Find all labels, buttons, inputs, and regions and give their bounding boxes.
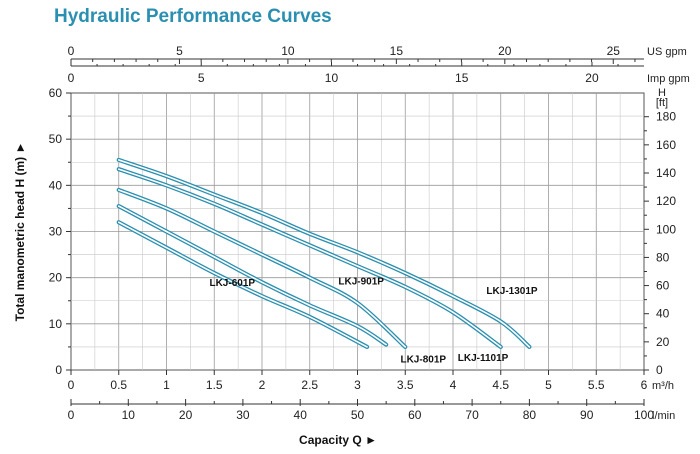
y-tick-label: 30	[49, 225, 63, 239]
x-tick-label: 0	[68, 378, 75, 392]
curve-inner-lkj-801p	[117, 205, 387, 346]
ft-tick-label: 40	[656, 307, 670, 321]
ft-tick-label: 100	[656, 222, 676, 236]
lmin-tick-label: 0	[68, 408, 75, 422]
ft-tick-label: 0	[656, 363, 663, 377]
ft-tick-label: 180	[656, 110, 676, 124]
x-tick-label: 5.5	[588, 378, 605, 392]
y-tick-label: 60	[49, 86, 63, 100]
x-tick-label: 2	[259, 378, 266, 392]
lmin-tick-label: 70	[465, 408, 479, 422]
chart-title: Hydraulic Performance Curves	[54, 6, 332, 27]
lmin-tick-label: 90	[580, 408, 594, 422]
impgpm-tick-label: 0	[68, 71, 75, 85]
lmin-unit-label: l/min	[652, 410, 675, 422]
ft-tick-label: 140	[656, 166, 676, 180]
x-tick-label: 3.5	[397, 378, 414, 392]
impgpm-unit-label: Imp gpm	[647, 73, 690, 85]
x-tick-label: 5	[545, 378, 552, 392]
lmin-tick-label: 20	[179, 408, 193, 422]
lmin-tick-label: 30	[236, 408, 250, 422]
ft-unit-ft: [ft]	[656, 97, 668, 109]
y-tick-label: 20	[49, 271, 63, 285]
impgpm-tick-label: 5	[198, 71, 205, 85]
usgpm-tick-label: 25	[607, 44, 621, 58]
lmin-tick-label: 50	[351, 408, 365, 422]
ft-tick-label: 160	[656, 138, 676, 152]
usgpm-tick-label: 5	[176, 44, 183, 58]
x-tick-label: 3	[354, 378, 361, 392]
lmin-tick-label: 60	[408, 408, 422, 422]
y-axis-title: Total manometric head H (m) ►	[13, 142, 27, 322]
x-tick-label: 6	[641, 378, 648, 392]
x-tick-label: 1.5	[206, 378, 223, 392]
y-tick-label: 10	[49, 317, 63, 331]
x-tick-label: 0.5	[110, 378, 127, 392]
usgpm-unit-label: US gpm	[647, 46, 687, 58]
curve-inner-lkj-1101p	[117, 168, 502, 348]
y-tick-label: 0	[55, 363, 62, 377]
lmin-tick-label: 40	[294, 408, 308, 422]
y-tick-label: 50	[49, 132, 63, 146]
impgpm-tick-label: 15	[455, 71, 469, 85]
x-tick-label: 2.5	[301, 378, 318, 392]
lmin-tick-label: 80	[523, 408, 537, 422]
impgpm-tick-label: 10	[325, 71, 339, 85]
series-label-lkj-801p: LKJ-801P	[400, 355, 446, 366]
x-tick-label: 4	[450, 378, 457, 392]
usgpm-tick-label: 0	[68, 44, 75, 58]
ft-tick-label: 60	[656, 279, 670, 293]
x-tick-label: 4.5	[492, 378, 509, 392]
series-label-lkj-1301p: LKJ-1301P	[486, 286, 537, 297]
usgpm-tick-label: 20	[498, 44, 512, 58]
ft-tick-label: 80	[656, 250, 670, 264]
x-unit-label: m³/h	[652, 380, 674, 392]
impgpm-tick-label: 20	[585, 71, 599, 85]
lmin-tick-label: 10	[122, 408, 136, 422]
series-label-lkj-601p: LKJ-601P	[209, 278, 255, 289]
series-label-lkj-901p: LKJ-901P	[338, 277, 384, 288]
lmin-tick-label: 100	[634, 408, 654, 422]
y-tick-label: 40	[49, 178, 63, 192]
ft-tick-label: 20	[656, 335, 670, 349]
usgpm-tick-label: 15	[390, 44, 404, 58]
curve-inner-lkj-601p	[117, 221, 368, 348]
curve-inner-lkj-1301p	[117, 159, 531, 348]
series-group	[116, 157, 532, 350]
labels: LKJ-601P LKJ-801P LKJ-901P LKJ-1101P LKJ-130…	[209, 277, 537, 366]
curve-inner-lkj-901p	[117, 189, 407, 348]
series-label-lkj-1101p: LKJ-1101P	[458, 353, 509, 364]
ft-tick-label: 120	[656, 194, 676, 208]
x-axis-title: Capacity Q ►	[299, 433, 377, 447]
x-tick-label: 1	[163, 378, 170, 392]
ft-unit-h: H	[658, 87, 666, 99]
usgpm-tick-label: 10	[281, 44, 295, 58]
